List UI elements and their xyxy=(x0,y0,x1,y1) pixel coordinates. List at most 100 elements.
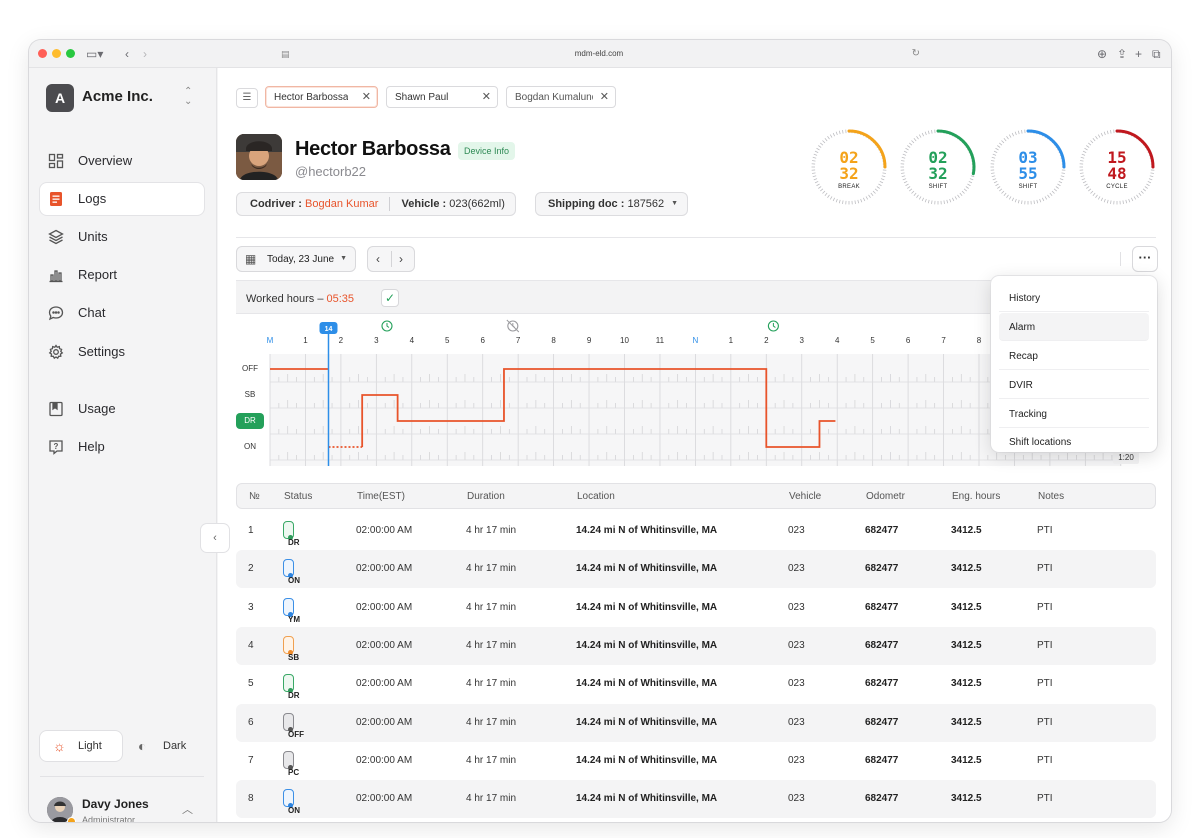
sidebar-item-help[interactable]: ? Help xyxy=(40,431,204,463)
close-tab-icon[interactable]: ✕ xyxy=(481,91,491,103)
close-tab-icon[interactable]: ✕ xyxy=(361,91,371,103)
time-cell: 02:00:00 AM xyxy=(356,754,413,766)
vehicle-cell: 023 xyxy=(788,563,805,575)
row-number: 4 xyxy=(248,639,254,651)
codriver-value[interactable]: Bogdan Kumar xyxy=(305,198,379,210)
sidebar-item-report[interactable]: Report xyxy=(40,259,204,291)
gauge-label: SHIFT xyxy=(928,184,948,190)
previous-day-button[interactable]: ‹ xyxy=(376,252,380,266)
table-row[interactable]: 4 SB 02:00:00 AM 4 hr 17 min 14.24 mi N … xyxy=(236,626,1156,665)
gauge-shift-1: 02 32 SHIFT xyxy=(899,128,977,206)
forward-icon[interactable]: › xyxy=(143,47,147,61)
row-number: 2 xyxy=(248,563,254,575)
menu-item-alarm[interactable]: Alarm xyxy=(999,313,1149,341)
eng-hours-cell: 3412.5 xyxy=(951,678,982,690)
table-row[interactable]: 6 OFF 02:00:00 AM 4 hr 17 min 14.24 mi N… xyxy=(236,703,1156,742)
time-cell: 02:00:00 AM xyxy=(356,716,413,728)
location-cell[interactable]: 14.24 mi N of Whitinsville, MA xyxy=(576,716,718,728)
reload-icon[interactable]: ↻ xyxy=(911,48,920,59)
menu-item-label: Shift locations xyxy=(1009,437,1072,448)
eng-hours-cell: 3412.5 xyxy=(951,639,982,651)
gauge-progress-arc xyxy=(936,129,976,176)
location-cell[interactable]: 14.24 mi N of Whitinsville, MA xyxy=(576,678,718,690)
close-tab-icon[interactable]: ✕ xyxy=(599,91,609,103)
dark-theme-label: Dark xyxy=(163,740,187,752)
status-dot xyxy=(288,726,293,732)
new-tab-icon[interactable]: + xyxy=(1135,47,1143,61)
more-options-button[interactable]: ··· xyxy=(1132,246,1158,272)
tab-bogdan-kumalundze[interactable]: Bogdan Kumalundze ✕ xyxy=(506,86,616,108)
close-window-button[interactable] xyxy=(38,49,47,58)
download-icon[interactable]: ⊕ xyxy=(1097,47,1108,61)
address-bar[interactable]: ▤ mdm-eld.com ↻ xyxy=(274,45,924,63)
duty-graph-svg: M 1 2 3 4 5 6 7 8 9 10 11 N 1 2 3 4 5 6 7 8 14 xyxy=(267,319,1122,466)
menu-item-history[interactable]: History xyxy=(999,284,1149,312)
hour-label: 5 xyxy=(870,336,875,345)
maximize-window-button[interactable] xyxy=(66,49,75,58)
user-avatar[interactable] xyxy=(47,797,73,822)
next-day-button[interactable]: › xyxy=(399,252,403,266)
sidebar-item-overview[interactable]: Overview xyxy=(40,145,204,177)
notes-cell: PTI xyxy=(1037,793,1053,805)
table-row[interactable]: 7 PC 02:00:00 AM 4 hr 17 min 14.24 mi N … xyxy=(236,742,1156,780)
column-header[interactable]: Eng. hours xyxy=(952,491,1001,502)
table-row[interactable]: 5 DR 02:00:00 AM 4 hr 17 min 14.24 mi N … xyxy=(236,665,1156,703)
location-cell[interactable]: 14.24 mi N of Whitinsville, MA xyxy=(576,793,718,805)
date-picker[interactable]: ▦ Today, 23 June ▼ xyxy=(236,246,356,272)
table-row[interactable]: 3 YM 02:00:00 AM 4 hr 17 min 14.24 mi N … xyxy=(236,589,1156,627)
menu-item-shift-locations[interactable]: Shift locations xyxy=(999,428,1149,456)
logs-table-header: № Status Time(EST) Duration Location Veh… xyxy=(236,483,1156,509)
chevron-up-down-icon[interactable]: ⌃ ⌄ xyxy=(184,86,193,107)
collapse-sidebar-button[interactable]: ‹ xyxy=(201,524,229,552)
sidebar: A Acme Inc. ⌃ ⌄ Overview Logs Units Repor… xyxy=(29,68,217,822)
tab-hector-barbossa[interactable]: Hector Barbossa ✕ xyxy=(265,86,378,108)
location-cell[interactable]: 14.24 mi N of Whitinsville, MA xyxy=(576,639,718,651)
tab-overview-icon[interactable]: ⧉ xyxy=(1152,47,1161,61)
share-icon[interactable]: ⇪ xyxy=(1117,47,1128,61)
menu-item-recap[interactable]: Recap xyxy=(999,342,1149,370)
column-header[interactable]: Vehicle xyxy=(789,491,822,502)
table-row[interactable]: 8 ON 02:00:00 AM 4 hr 17 min 14.24 mi N … xyxy=(236,780,1156,819)
menu-item-tracking[interactable]: Tracking xyxy=(999,400,1149,428)
sidebar-item-usage[interactable]: Usage xyxy=(40,393,204,425)
menu-item-dvir[interactable]: DVIR xyxy=(999,371,1149,399)
sidebar-toggle-icon[interactable]: ▭▾ xyxy=(86,47,104,61)
time-cell: 02:00:00 AM xyxy=(356,678,413,690)
sidebar-item-units[interactable]: Units xyxy=(40,221,204,253)
table-row[interactable]: 1 DR 02:00:00 AM 4 hr 17 min 14.24 mi N … xyxy=(236,512,1156,550)
column-header[interactable]: Time(EST) xyxy=(357,491,405,502)
brand-name[interactable]: Acme Inc. xyxy=(82,88,153,105)
location-cell[interactable]: 14.24 mi N of Whitinsville, MA xyxy=(576,563,718,575)
back-icon[interactable]: ‹ xyxy=(125,47,129,61)
sidebar-item-settings[interactable]: Settings xyxy=(40,336,204,368)
certify-check-icon[interactable]: ✓ xyxy=(381,289,399,307)
row-label-on: ON xyxy=(244,442,256,451)
shipping-doc-select[interactable]: Shipping doc : 187562 ▼ xyxy=(535,192,688,216)
chevron-up-icon[interactable]: ︿ xyxy=(182,804,193,816)
dark-theme-button[interactable]: ◐ Dark xyxy=(125,731,207,761)
column-header[interactable]: Notes xyxy=(1038,491,1065,502)
duty-status-graph: M 1 2 3 4 5 6 7 8 9 10 11 N 1 2 3 4 5 6 7 8 14 OFF SB DR ON xyxy=(236,314,1156,470)
grid-icon xyxy=(48,153,64,169)
column-header[interactable]: Status xyxy=(284,491,313,502)
column-header[interactable]: Duration xyxy=(467,491,505,502)
light-theme-button[interactable]: ☼ Light xyxy=(40,731,122,761)
column-header[interactable]: Odometr xyxy=(866,491,905,502)
hour-label: 7 xyxy=(941,336,946,345)
device-info-badge[interactable]: Device Info xyxy=(458,142,516,160)
location-cell[interactable]: 14.24 mi N of Whitinsville, MA xyxy=(576,754,718,766)
table-row[interactable]: 2 ON 02:00:00 AM 4 hr 17 min 14.24 mi N … xyxy=(236,550,1156,589)
gauge-cycle-3: 15 48 CYCLE xyxy=(1078,128,1156,206)
location-cell[interactable]: 14.24 mi N of Whitinsville, MA xyxy=(576,525,718,536)
status-badge: PC xyxy=(283,750,299,777)
minimize-window-button[interactable] xyxy=(52,49,61,58)
location-cell[interactable]: 14.24 mi N of Whitinsville, MA xyxy=(576,601,718,613)
hour-label: 3 xyxy=(800,336,805,345)
tabs-menu-icon[interactable]: ☰ xyxy=(236,88,258,108)
column-header[interactable]: Location xyxy=(577,491,615,502)
tab-shawn-paul[interactable]: Shawn Paul ✕ xyxy=(386,86,498,108)
sidebar-item-logs[interactable]: Logs xyxy=(40,183,204,215)
status-badge: DR xyxy=(283,521,300,547)
sidebar-item-chat[interactable]: Chat xyxy=(40,297,204,329)
sidebar-item-label: Units xyxy=(78,229,108,244)
